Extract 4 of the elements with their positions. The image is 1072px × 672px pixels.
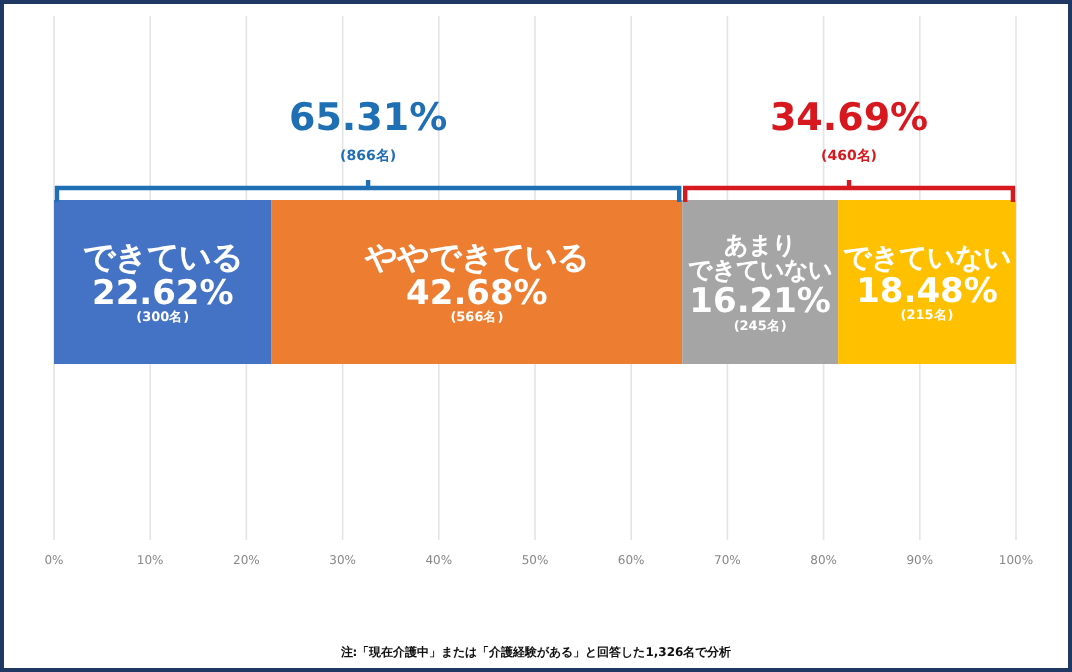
series-label: できていない (843, 243, 1012, 276)
series-label: できている (82, 238, 243, 277)
series-label: ややできている (362, 238, 589, 277)
series-label: あまりできていない (688, 231, 833, 285)
